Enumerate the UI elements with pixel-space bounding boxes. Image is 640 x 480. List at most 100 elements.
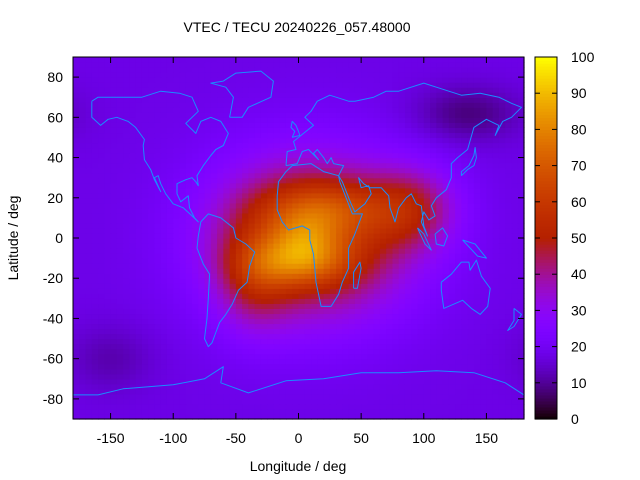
heat-cell [192,243,199,249]
heat-cell [223,172,231,179]
heat-cell [373,353,381,360]
heat-cell [448,207,456,214]
heat-cell [110,122,118,128]
heat-cell [398,122,406,128]
heat-cell [480,132,488,139]
heat-cell [129,182,137,189]
heat-cell [467,358,475,365]
heat-cell [417,333,425,340]
heat-cell [85,248,93,254]
heat-cell [198,368,206,375]
heat-cell [166,92,174,98]
heat-cell [279,87,287,93]
heat-cell [379,122,387,128]
heat-cell [185,207,193,214]
heat-cell [492,222,500,229]
heat-cell [254,77,262,83]
heat-cell [273,167,281,174]
heat-cell [192,122,199,128]
heat-cell [154,373,162,380]
heat-cell [348,92,356,98]
heat-cell [336,192,343,199]
heat-cell [505,313,513,320]
heat-cell [417,268,425,274]
heat-cell [336,167,343,174]
heat-cell [480,72,488,78]
heat-cell [505,227,513,234]
heat-cell [442,378,450,385]
heat-cell [260,147,268,154]
heat-cell [192,313,199,320]
heat-cell [248,122,256,128]
heat-cell [448,212,456,219]
heat-cell [304,142,312,149]
heat-cell [129,253,137,259]
heat-cell [260,202,268,209]
heat-cell [373,107,381,113]
heat-cell [392,227,400,234]
heat-cell [192,358,199,365]
heat-cell [411,227,419,234]
heat-cell [160,388,168,395]
heat-cell [323,77,331,83]
heat-cell [492,232,500,239]
heat-cell [129,378,137,385]
heat-cell [379,378,387,385]
heat-cell [129,162,137,169]
heat-cell [98,207,105,214]
heat-cell [492,263,500,269]
heat-cell [85,222,93,229]
heat-cell [354,328,362,335]
heat-cell [354,187,362,194]
heat-cell [404,383,412,390]
heat-cell [517,77,525,83]
heat-cell [235,393,243,400]
heat-cell [448,157,456,164]
heat-cell [154,127,162,134]
heat-cell [104,318,112,325]
heat-cell [173,227,181,234]
heat-cell [292,147,300,154]
heat-cell [123,348,130,355]
heat-cell [455,393,462,400]
heat-cell [505,192,513,199]
heat-cell [148,378,156,385]
heat-cell [73,192,80,199]
heat-cell [154,358,162,365]
heat-cell [285,172,293,179]
heat-cell [386,348,394,355]
heat-cell [361,388,368,395]
heat-cell [298,167,306,174]
heat-cell [185,122,193,128]
heat-cell [192,258,199,264]
heat-cell [273,413,281,420]
heat-cell [179,217,187,224]
heat-cell [98,253,105,259]
heat-cell [379,127,387,134]
heat-cell [467,378,475,385]
heat-cell [204,413,212,420]
heat-cell [123,258,130,264]
heat-cell [298,378,306,385]
heat-cell [311,72,318,78]
heat-cell [379,373,387,380]
heat-cell [329,172,337,179]
heat-cell [511,238,519,244]
heat-cell [148,293,156,299]
heat-cell [279,353,287,360]
heat-cell [110,333,118,340]
heat-cell [273,82,281,88]
heat-cell [467,92,475,98]
heat-cell [235,278,243,284]
heat-cell [323,142,331,149]
heat-cell [116,238,124,244]
heat-cell [298,363,306,370]
heat-cell [505,107,513,113]
heat-cell [267,182,275,189]
heat-cell [116,353,124,360]
heat-cell [141,318,149,325]
heat-cell [392,253,400,259]
heat-cell [267,227,275,234]
heat-cell [235,263,243,269]
heat-cell [73,278,80,284]
